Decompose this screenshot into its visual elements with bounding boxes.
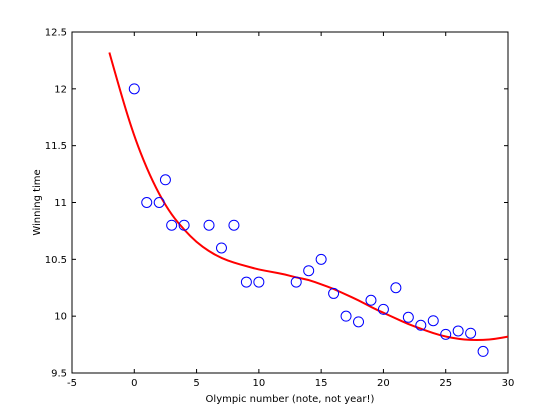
data-point	[415, 319, 427, 331]
data-point	[141, 197, 153, 208]
fit-curve	[108, 52, 509, 342]
data-point	[340, 310, 352, 322]
axis-ticks: -5 0 5 10 15 20 25 30 9.5 10 10.5 11 11.5 12 12.5	[45, 28, 515, 390]
data-point	[253, 276, 265, 288]
data-point	[215, 242, 227, 254]
x-tick-label: 30	[502, 378, 515, 389]
data-points-layer	[128, 83, 489, 357]
y-tick-label: 10.5	[45, 255, 67, 266]
y-tick-label: 9.5	[51, 369, 67, 380]
data-point	[465, 327, 477, 339]
data-point	[452, 325, 464, 337]
data-point	[166, 219, 178, 231]
y-tick-label: 12.5	[45, 28, 67, 39]
x-axis-label: Olympic number (note, not year!)	[206, 394, 375, 405]
x-tick-label: 20	[377, 378, 390, 389]
data-point	[377, 303, 389, 315]
y-tick-label: 10	[54, 312, 67, 323]
plot-frame	[71, 31, 509, 374]
data-point	[402, 311, 414, 323]
x-tick-label: 25	[439, 378, 452, 389]
data-point	[290, 276, 302, 288]
data-point	[365, 294, 377, 306]
y-tick-label: 11.5	[45, 141, 67, 152]
data-point	[178, 219, 190, 231]
y-tick-label: 12	[54, 84, 67, 95]
plot-area	[71, 31, 509, 374]
y-tick-label: 11	[54, 198, 67, 209]
data-point	[203, 219, 215, 231]
data-point	[228, 219, 240, 231]
data-point	[427, 315, 439, 327]
x-tick-label: 15	[315, 378, 328, 389]
data-point	[128, 83, 140, 95]
x-tick-label: 5	[193, 378, 199, 389]
data-point	[315, 253, 327, 265]
data-point	[303, 265, 315, 277]
y-axis-label: Winning time	[32, 169, 43, 235]
x-tick-label: 10	[252, 378, 265, 389]
x-tick-label: 0	[131, 378, 137, 389]
data-point	[390, 282, 402, 294]
data-point	[353, 316, 365, 328]
fit-curve-layer	[108, 52, 509, 342]
data-point	[159, 174, 171, 186]
data-point	[328, 287, 340, 299]
data-point	[153, 197, 165, 208]
data-point	[477, 345, 489, 357]
data-point	[440, 328, 452, 340]
x-tick-label: -5	[67, 378, 77, 389]
data-point	[240, 276, 252, 288]
